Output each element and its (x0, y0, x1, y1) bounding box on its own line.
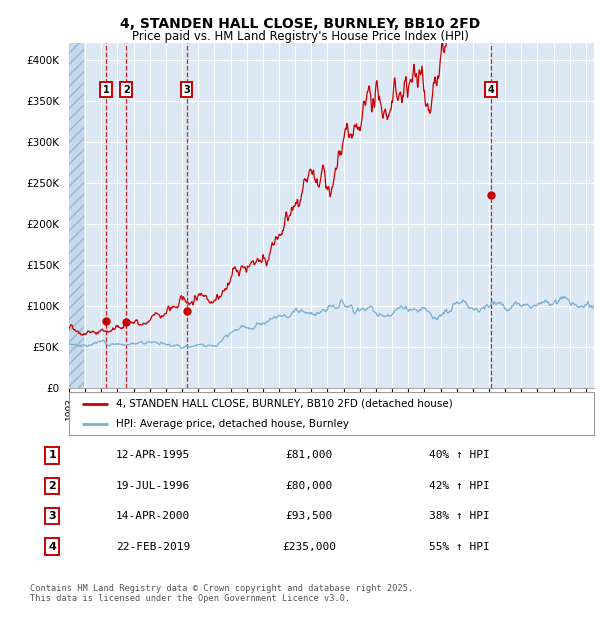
Text: 4: 4 (49, 541, 56, 552)
Text: HPI: Average price, detached house, Burnley: HPI: Average price, detached house, Burn… (116, 418, 349, 428)
Text: 3: 3 (183, 85, 190, 95)
Text: 4, STANDEN HALL CLOSE, BURNLEY, BB10 2FD (detached house): 4, STANDEN HALL CLOSE, BURNLEY, BB10 2FD… (116, 399, 453, 409)
Text: £235,000: £235,000 (282, 541, 336, 552)
Text: 19-JUL-1996: 19-JUL-1996 (116, 480, 190, 491)
Text: 55% ↑ HPI: 55% ↑ HPI (429, 541, 490, 552)
Text: 1: 1 (103, 85, 109, 95)
Text: 14-APR-2000: 14-APR-2000 (116, 511, 190, 521)
FancyBboxPatch shape (69, 392, 594, 435)
Text: 3: 3 (49, 511, 56, 521)
Text: 4, STANDEN HALL CLOSE, BURNLEY, BB10 2FD: 4, STANDEN HALL CLOSE, BURNLEY, BB10 2FD (120, 17, 480, 32)
Text: 4: 4 (488, 85, 494, 95)
Text: 1: 1 (49, 450, 56, 461)
Bar (69, 43, 83, 388)
Text: 22-FEB-2019: 22-FEB-2019 (116, 541, 190, 552)
Text: 38% ↑ HPI: 38% ↑ HPI (429, 511, 490, 521)
Text: 12-APR-1995: 12-APR-1995 (116, 450, 190, 461)
Text: £81,000: £81,000 (286, 450, 332, 461)
Text: £80,000: £80,000 (286, 480, 332, 491)
Text: £93,500: £93,500 (286, 511, 332, 521)
Text: 42% ↑ HPI: 42% ↑ HPI (429, 480, 490, 491)
Text: 2: 2 (49, 480, 56, 491)
Text: Price paid vs. HM Land Registry's House Price Index (HPI): Price paid vs. HM Land Registry's House … (131, 30, 469, 43)
Text: Contains HM Land Registry data © Crown copyright and database right 2025.
This d: Contains HM Land Registry data © Crown c… (30, 584, 413, 603)
Text: 2: 2 (123, 85, 130, 95)
Text: 40% ↑ HPI: 40% ↑ HPI (429, 450, 490, 461)
